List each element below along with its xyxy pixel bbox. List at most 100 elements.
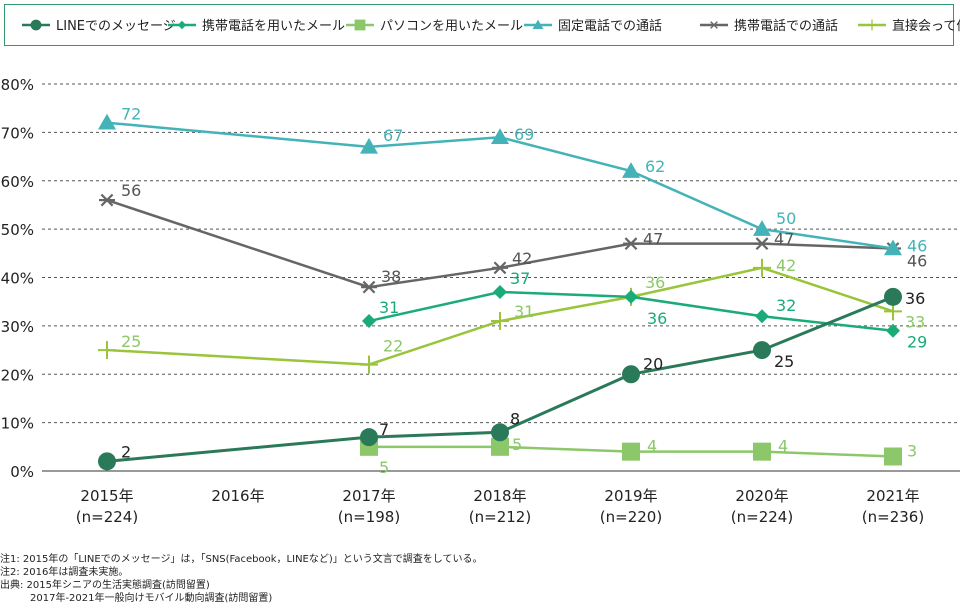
x-tick-label: 2015年 [80, 487, 133, 505]
y-tick-label: 0% [10, 463, 34, 481]
point-pc_mail [622, 442, 640, 461]
x-tick-sublabel: (n=236) [862, 508, 924, 526]
x-tick-label: 2016年 [211, 487, 264, 505]
point-face [360, 355, 378, 374]
x-tick-sublabel: (n=224) [76, 508, 138, 526]
point-pc_mail [884, 447, 902, 466]
legend-item-pc_mail: パソコンを用いたメール [346, 19, 523, 34]
point-mobile_call [99, 193, 115, 207]
point-LINE [491, 423, 509, 442]
legend-marker [866, 19, 878, 31]
legend-marker [354, 19, 366, 31]
data-label-landline: 50 [776, 209, 796, 228]
data-label-LINE: 36 [905, 289, 925, 308]
legend-frame [4, 4, 954, 46]
data-label-landline: 69 [514, 125, 534, 144]
point-LINE [360, 428, 378, 447]
legend-label: LINEでのメッセージ [56, 19, 176, 34]
x-tick-label: 2021年 [866, 487, 919, 505]
point-mobile_call [361, 280, 377, 294]
legend-label: 直接会って伝える [892, 18, 960, 34]
point-face [491, 312, 509, 331]
x-axis: 2015年 (n=224) 2016年 2017年 (n=198) 2018年 (n=212… [42, 470, 960, 526]
legend-marker [177, 20, 187, 30]
x-tick-sublabel: (n=198) [338, 508, 400, 526]
data-label-pc_mail: 5 [379, 458, 389, 477]
series-line-landline [106, 121, 894, 250]
x-tick-label: 2020年 [735, 487, 788, 505]
legend-item-landline: 固定電話での通話 [524, 18, 662, 34]
y-tick-label: 10% [1, 415, 34, 433]
point-landline [491, 128, 509, 144]
point-landline [622, 162, 640, 178]
data-labels: 5 5 4 4 3 25 22 31 36 42 33 31 37 36 32 29 56 38 42 47 47 46 7… [121, 105, 927, 477]
point-mobile_mail [886, 323, 900, 338]
y-tick-label: 40% [1, 270, 34, 288]
x-tick-label: 2018年 [473, 487, 526, 505]
point-mobile_mail [362, 314, 376, 329]
series-line-LINE [106, 295, 894, 463]
data-label-mobile_call: 47 [774, 230, 794, 249]
legend-item-mobile_call: 携帯電話での通話 [700, 18, 838, 34]
data-label-mobile_call: 56 [121, 181, 141, 200]
point-mobile_mail [624, 289, 638, 304]
point-pc_mail [753, 442, 771, 461]
x-tick-sublabel: (n=212) [469, 508, 531, 526]
y-axis: 0% 10% 20% 30% 40% 50% 60% 70% 80% [1, 76, 34, 481]
data-label-face: 33 [905, 312, 925, 331]
series-line-mobile_call [106, 198, 894, 289]
data-label-face: 31 [514, 302, 534, 321]
y-tick-label: 30% [1, 318, 34, 336]
point-LINE [622, 365, 640, 384]
data-label-landline: 46 [907, 236, 927, 255]
legend-label: 携帯電話を用いたメール [202, 18, 345, 34]
legend: LINEでのメッセージ 携帯電話を用いたメール パソコンを用いたメール 固定電話での通… [22, 18, 960, 34]
point-face [98, 341, 116, 360]
line-chart: 0%10%20%30%40%50%60%70%80% 2015年(n=224)2… [1, 18, 960, 526]
data-label-mobile_mail: 32 [776, 296, 796, 315]
source-1: 出典: 2015年シニアの生活実態調査(訪問留置) [0, 580, 210, 591]
legend-label: 携帯電話での通話 [734, 18, 838, 34]
data-label-mobile_mail: 29 [907, 333, 927, 352]
data-label-LINE: 2 [121, 442, 131, 461]
data-label-face: 42 [776, 256, 796, 275]
data-label-mobile_call: 47 [643, 230, 663, 249]
point-mobile_mail [755, 309, 769, 324]
data-label-LINE: 8 [510, 409, 520, 428]
data-label-pc_mail: 3 [907, 441, 917, 460]
data-label-pc_mail: 4 [647, 437, 657, 456]
data-label-landline: 67 [383, 126, 403, 145]
y-tick-label: 60% [1, 173, 34, 191]
data-label-pc_mail: 5 [512, 435, 522, 454]
y-tick-label: 50% [1, 221, 34, 239]
point-LINE [884, 287, 902, 306]
point-landline [98, 113, 116, 130]
y-tick-label: 20% [1, 366, 34, 384]
point-pc_mail [491, 437, 509, 456]
x-tick-sublabel: (n=224) [731, 508, 793, 526]
data-label-mobile_mail: 31 [379, 298, 399, 317]
data-label-face: 22 [383, 337, 403, 356]
point-landline [360, 137, 378, 154]
x-tick-label: 2017年 [342, 487, 395, 505]
y-tick-label: 80% [1, 76, 34, 94]
legend-item-mobile_mail: 携帯電話を用いたメール [168, 18, 345, 34]
note-1: 注1: 2015年の「LINEでのメッセージ」は，「SNS(Facebook，L… [0, 554, 483, 565]
point-LINE [753, 341, 771, 360]
point-mobile_call [492, 261, 508, 275]
data-label-mobile_mail: 37 [510, 269, 530, 288]
data-label-LINE: 20 [643, 354, 663, 373]
data-label-LINE: 25 [774, 352, 794, 371]
data-label-mobile_call: 38 [381, 267, 401, 286]
data-label-face: 36 [645, 273, 665, 292]
data-label-landline: 72 [121, 105, 141, 124]
x-tick-sublabel: (n=220) [600, 508, 662, 526]
point-LINE [98, 452, 116, 471]
point-landline [884, 239, 902, 256]
legend-marker [30, 19, 42, 31]
point-mobile_call [754, 237, 770, 251]
x-tick-label: 2019年 [604, 487, 657, 505]
data-label-landline: 62 [645, 157, 665, 176]
data-label-mobile_mail: 36 [647, 309, 667, 328]
y-tick-label: 70% [1, 124, 34, 142]
